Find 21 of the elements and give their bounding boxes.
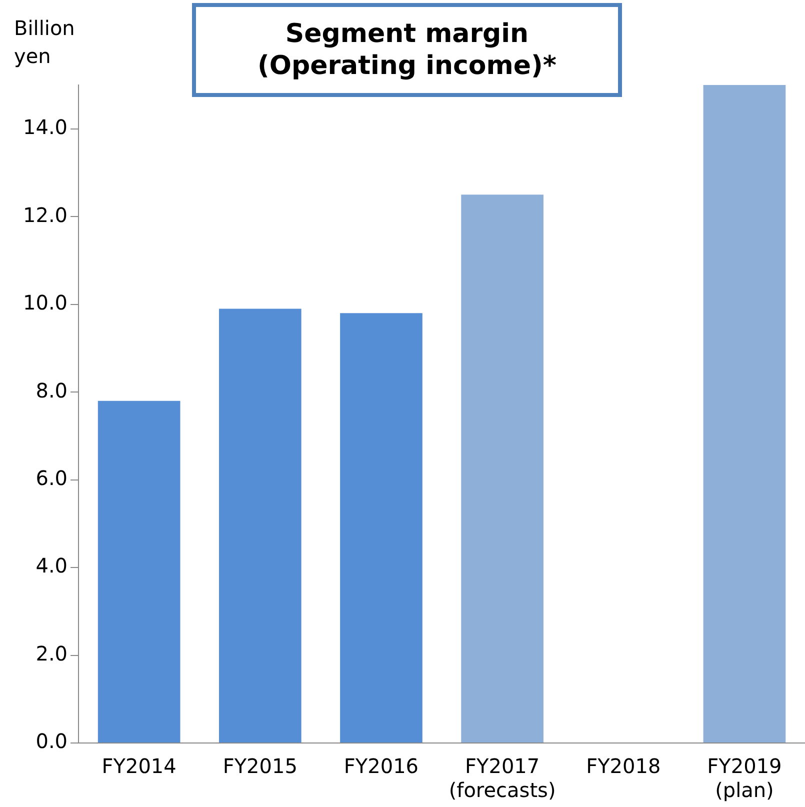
y-tick-label: 6.0 <box>36 466 68 490</box>
x-tick-label: FY2014 <box>102 754 176 778</box>
y-axis-title: Billion yen <box>14 15 75 70</box>
x-tick-label: FY2015 <box>222 754 298 778</box>
x-tick-label: FY2019 (plan) <box>707 754 782 802</box>
y-tick-label: 0.0 <box>36 729 68 754</box>
bar <box>461 194 544 742</box>
y-tick-label: 8.0 <box>36 378 68 402</box>
bar <box>98 400 180 742</box>
y-tick-label: 10.0 <box>23 290 68 315</box>
chart-title: Segment margin (Operating income)* <box>192 3 622 97</box>
bar <box>218 308 302 742</box>
bar <box>340 313 422 742</box>
y-tick-label: 12.0 <box>23 202 68 227</box>
y-tick-label: 4.0 <box>36 554 68 578</box>
x-tick-label: FY2017 (forecasts) <box>448 754 556 802</box>
y-tick-label: 14.0 <box>23 115 68 140</box>
x-tick-label: FY2018 <box>586 754 661 778</box>
y-tick-label: 2.0 <box>36 641 68 666</box>
x-tick-label: FY2016 <box>344 754 419 778</box>
bar <box>703 85 786 742</box>
